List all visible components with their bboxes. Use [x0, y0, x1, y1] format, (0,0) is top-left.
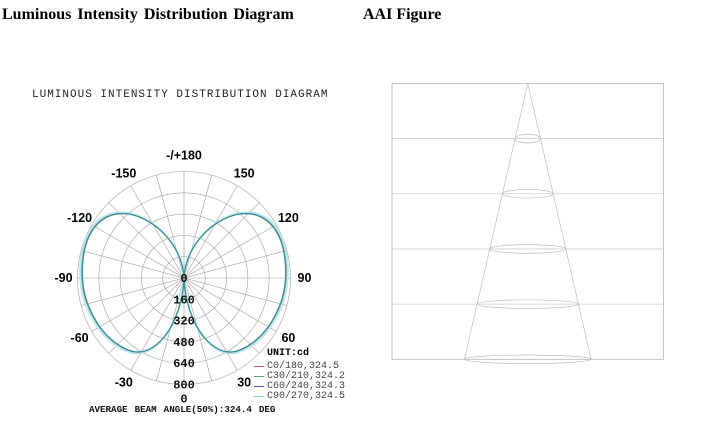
- svg-text:-90: -90: [54, 271, 72, 285]
- svg-text:-150: -150: [111, 167, 136, 181]
- svg-text:800: 800: [173, 379, 195, 393]
- svg-text:320: 320: [173, 315, 195, 329]
- svg-text:30: 30: [237, 375, 251, 389]
- svg-text:640: 640: [173, 357, 195, 371]
- svg-text:-30: -30: [115, 375, 133, 389]
- svg-text:160: 160: [173, 293, 195, 307]
- svg-text:60: 60: [281, 331, 295, 345]
- svg-text:90: 90: [298, 271, 312, 285]
- svg-text:120: 120: [278, 211, 299, 225]
- svg-text:480: 480: [173, 336, 195, 350]
- svg-text:150: 150: [234, 167, 255, 181]
- svg-text:0: 0: [180, 272, 187, 286]
- svg-text:-60: -60: [71, 331, 89, 345]
- svg-text:-120: -120: [67, 211, 92, 225]
- svg-text:-/+180: -/+180: [166, 149, 202, 163]
